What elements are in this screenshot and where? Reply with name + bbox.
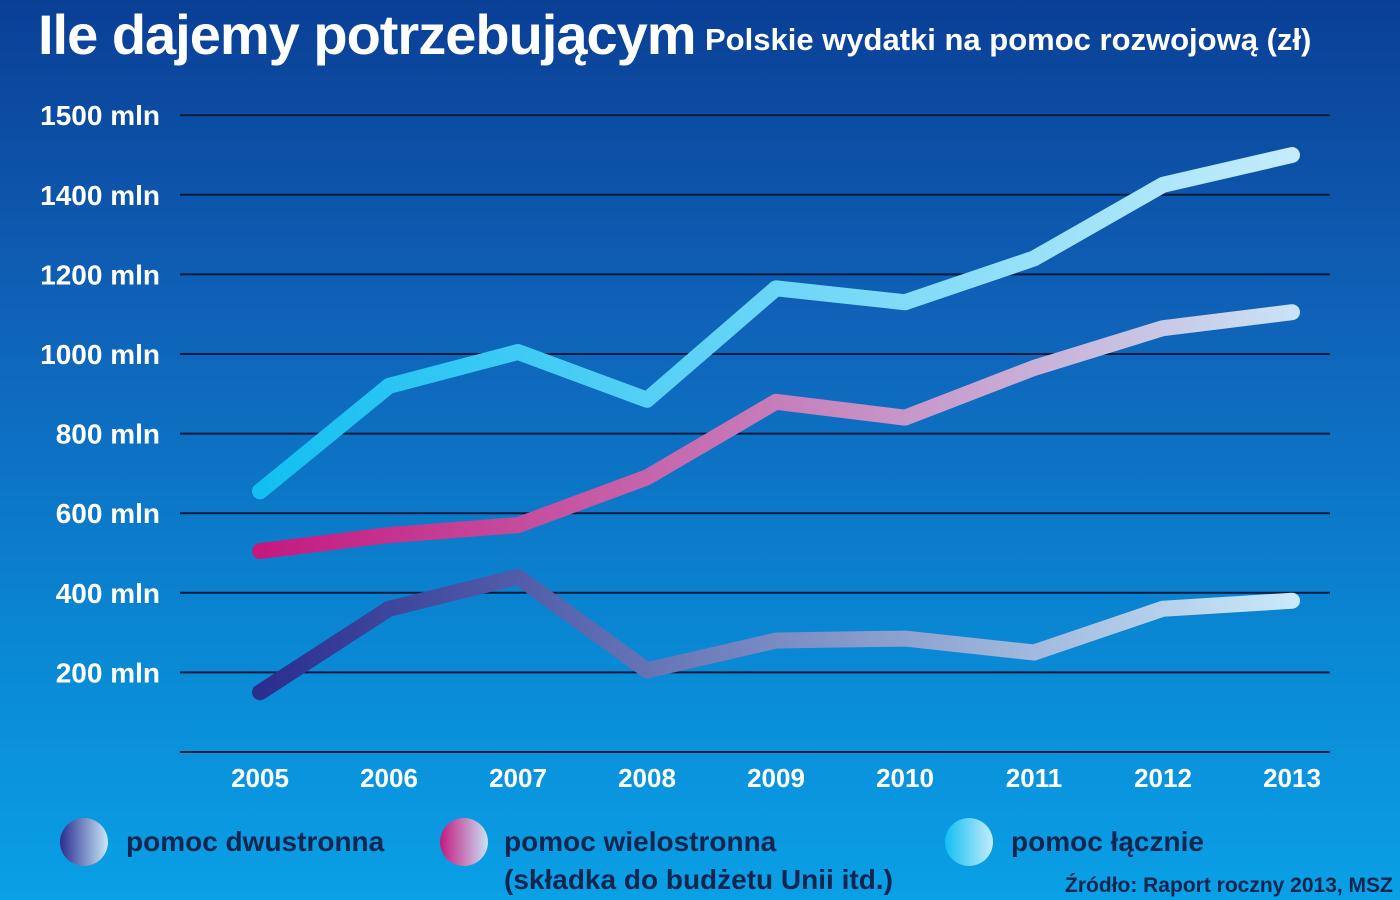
- x-tick-label: 2010: [876, 763, 934, 793]
- x-tick-label: 2006: [360, 763, 418, 793]
- legend-label-lacznie: pomoc łącznie: [1011, 826, 1204, 857]
- y-tick-label: 1000 mln: [40, 339, 160, 370]
- x-tick-label: 2012: [1134, 763, 1192, 793]
- series-lines: [252, 147, 1300, 701]
- chart-subtitle: Polskie wydatki na pomoc rozwojową (zł): [705, 22, 1312, 57]
- line-chart: 200 mln 400 mln 600 mln 800 mln 1000 mln 1200…: [40, 100, 1330, 793]
- legend-swatch-dwustronna: [60, 818, 108, 866]
- y-tick-label: 400 mln: [56, 578, 160, 609]
- x-tick-label: 2011: [1006, 763, 1062, 793]
- series-line-0: [252, 147, 1300, 500]
- x-tick-label: 2013: [1263, 763, 1321, 793]
- x-axis-ticks: 2005 2006 2007 2008 2009 2010 2011 2012 2013: [231, 763, 1321, 793]
- legend-swatch-lacznie: [945, 818, 993, 866]
- legend-label-wielostronna-note: (składka do budżetu Unii itd.): [504, 864, 893, 895]
- y-tick-label: 600 mln: [56, 498, 160, 529]
- y-tick-label: 200 mln: [56, 657, 160, 688]
- legend-swatch-wielostronna: [440, 818, 488, 866]
- x-tick-label: 2009: [747, 763, 805, 793]
- x-tick-label: 2005: [231, 763, 289, 793]
- series-line-1: [252, 304, 1300, 560]
- x-tick-label: 2008: [618, 763, 676, 793]
- source-note: Źródło: Raport roczny 2013, MSZ: [1065, 874, 1393, 897]
- grid-lines: [180, 114, 1330, 753]
- y-tick-label: 800 mln: [56, 419, 160, 450]
- y-tick-label: 1500 mln: [40, 100, 160, 131]
- y-axis-ticks: 200 mln 400 mln 600 mln 800 mln 1000 mln 1200…: [40, 100, 160, 688]
- series-line-2: [252, 568, 1300, 701]
- y-tick-label: 1200 mln: [40, 259, 160, 290]
- legend-label-wielostronna: pomoc wielostronna: [504, 826, 777, 857]
- x-tick-label: 2007: [489, 763, 547, 793]
- chart-title: Ile dajemy potrzebującym: [38, 3, 697, 66]
- y-tick-label: 1400 mln: [40, 180, 160, 211]
- legend-label-dwustronna: pomoc dwustronna: [126, 826, 385, 857]
